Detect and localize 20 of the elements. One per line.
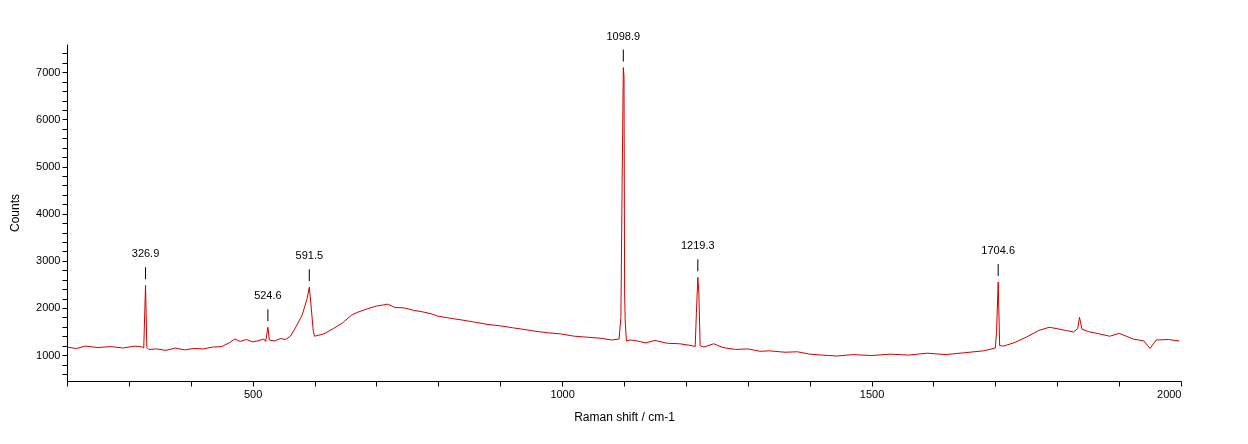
y-tick-label: 5000 [36, 160, 61, 173]
annotation: 1219.3 [681, 239, 715, 252]
x-tick-label: 500 [243, 387, 263, 400]
annotation: 591.5 [295, 249, 324, 262]
y-tick-label: 6000 [36, 112, 61, 125]
annotation: 524.6 [254, 289, 282, 302]
annotation: 1098.9 [606, 29, 641, 42]
x-axis-title: Raman shift / cm-1 [574, 409, 676, 424]
x-tick-label: 1500 [859, 387, 885, 400]
y-tick-label: 7000 [36, 65, 61, 78]
line-series [66, 67, 1180, 357]
x-tick-label: 1000 [550, 387, 575, 400]
y-tick-label: 1000 [36, 348, 61, 361]
annotation: 1704.6 [981, 244, 1016, 257]
y-tick-label: 4000 [36, 207, 61, 220]
y-tick-label: 2000 [36, 301, 61, 314]
y-axis-title: Counts [8, 193, 23, 233]
y-tick-label: 3000 [36, 254, 61, 267]
x-tick-label: 2000 [1157, 387, 1182, 400]
annotation: 326.9 [131, 247, 160, 260]
